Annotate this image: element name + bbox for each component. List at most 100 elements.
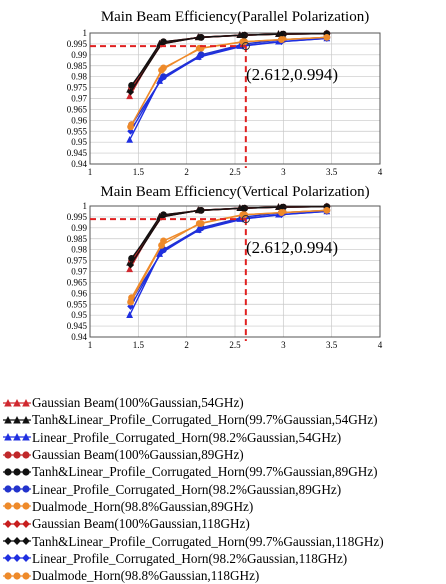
data-point: [126, 311, 134, 318]
chart-title: Main Beam Efficiency(Vertical Polarizati…: [100, 184, 369, 200]
data-point: [195, 33, 203, 41]
y-tick-label: 0.995: [67, 212, 88, 222]
annotation-label: (2.612,0.994): [246, 238, 338, 257]
figure: Main Beam Efficiency(Parallel Polarizati…: [67, 9, 383, 350]
data-point: [158, 248, 165, 256]
y-tick-label: 0.945: [67, 321, 88, 331]
legend-label: Tanh&Linear_Profile_Corrugated_Horn(99.7…: [32, 464, 378, 480]
legend-label: Gaussian Beam(100%Gaussian,118GHz): [32, 516, 250, 532]
y-tick-label: 0.945: [67, 148, 88, 158]
legend-item: Gaussian Beam(100%Gaussian,118GHz): [2, 515, 446, 532]
legend-item: Tanh&Linear_Profile_Corrugated_Horn(99.7…: [2, 532, 446, 549]
data-point: [195, 226, 203, 234]
data-point: [239, 204, 247, 212]
legend-item: Tanh&Linear_Profile_Corrugated_Horn(99.7…: [2, 411, 446, 428]
circle-marker-icon: [3, 468, 31, 476]
legend-item: Linear_Profile_Corrugated_Horn(98.2%Gaus…: [2, 480, 446, 497]
legend-item: Tanh&Linear_Profile_Corrugated_Horn(99.7…: [2, 463, 446, 480]
legend-item: Linear_Profile_Corrugated_Horn(98.2%Gaus…: [2, 429, 446, 446]
data-point: [127, 123, 134, 131]
data-point: [158, 66, 165, 74]
data-point: [278, 36, 285, 43]
x-tick-label: 3: [281, 340, 286, 350]
x-tick-label: 4: [378, 340, 383, 350]
x-tick-label: 2: [184, 340, 189, 350]
y-tick-label: 0.97: [71, 94, 87, 104]
y-tick-label: 0.95: [71, 310, 87, 320]
plot-area: [89, 205, 381, 338]
y-tick-label: 1: [83, 201, 88, 211]
y-tick-label: 0.975: [67, 83, 88, 93]
data-point: [127, 261, 134, 269]
data-point: [195, 206, 203, 214]
y-tick-label: 0.94: [71, 159, 87, 169]
data-point: [323, 33, 331, 41]
data-point: [278, 30, 285, 38]
legend-item: Gaussian Beam(100%Gaussian,89GHz): [2, 446, 446, 463]
series-line: [129, 210, 327, 316]
data-point: [239, 31, 247, 39]
x-tick-label: 1.5: [133, 340, 145, 350]
data-point: [195, 220, 203, 227]
x-tick-label: 2.5: [229, 340, 241, 350]
diamond-marker-icon: [3, 554, 31, 563]
data-point: [156, 250, 163, 257]
legend-item: Dualmode_Horn(98.8%Gaussian,118GHz): [2, 567, 446, 584]
data-point: [158, 75, 165, 83]
diamond-marker-icon: [3, 519, 31, 528]
plot-area: [89, 32, 381, 165]
y-tick-label: 0.995: [67, 39, 88, 49]
y-tick-label: 0.975: [67, 256, 88, 266]
data-point: [126, 135, 134, 143]
y-tick-label: 0.99: [71, 50, 87, 60]
data-point: [127, 298, 134, 306]
data-point: [127, 88, 134, 96]
data-point: [239, 38, 247, 46]
data-point: [195, 53, 203, 61]
legend-label: Gaussian Beam(100%Gaussian,89GHz): [32, 447, 244, 463]
legend-item: Linear_Profile_Corrugated_Horn(98.2%Gaus…: [2, 550, 446, 567]
circle-marker-icon: [3, 450, 31, 459]
legend-label: Linear_Profile_Corrugated_Horn(98.2%Gaus…: [32, 481, 342, 497]
y-tick-label: 0.99: [71, 223, 87, 233]
y-tick-label: 0.985: [67, 234, 88, 244]
x-tick-label: 2: [184, 167, 189, 177]
data-point: [278, 209, 285, 216]
data-point: [158, 241, 165, 249]
y-tick-label: 0.965: [67, 277, 88, 287]
legend-label: Linear_Profile_Corrugated_Horn(98.2%Gaus…: [32, 550, 348, 566]
x-tick-label: 3.5: [326, 167, 338, 177]
x-tick-label: 3: [281, 167, 286, 177]
diamond-marker-icon: [3, 537, 31, 546]
data-point: [126, 265, 134, 273]
x-tick-label: 1: [88, 340, 93, 350]
legend-label: Linear_Profile_Corrugated_Horn(98.2%Gaus…: [32, 429, 342, 445]
series-line: [129, 210, 327, 307]
y-tick-label: 0.94: [71, 332, 87, 342]
y-tick-label: 1: [83, 28, 88, 38]
y-tick-label: 0.98: [71, 72, 87, 82]
series-line: [129, 37, 327, 132]
reference-point: [241, 42, 250, 51]
data-point: [278, 203, 285, 211]
circle-marker-icon: [3, 572, 31, 580]
annotation-label: (2.612,0.994): [246, 65, 338, 84]
series-line: [129, 36, 327, 128]
legend-label: Dualmode_Horn(98.8%Gaussian,118GHz): [32, 568, 260, 584]
legend-item: Dualmode_Horn(98.8%Gaussian,89GHz): [2, 498, 446, 515]
series-line: [130, 32, 327, 93]
y-tick-label: 0.955: [67, 299, 88, 309]
x-tick-label: 2.5: [229, 167, 241, 177]
x-tick-label: 4: [378, 167, 383, 177]
y-tick-label: 0.98: [71, 245, 87, 255]
series-line: [130, 205, 327, 266]
chart-title: Main Beam Efficiency(Parallel Polarizati…: [101, 9, 369, 25]
legend-label: Tanh&Linear_Profile_Corrugated_Horn(99.7…: [32, 533, 384, 549]
y-tick-label: 0.965: [67, 104, 88, 114]
triangle-marker-icon: [3, 415, 31, 424]
data-point: [323, 206, 331, 214]
x-tick-label: 3.5: [326, 340, 338, 350]
legend: Gaussian Beam(100%Gaussian,54GHz) Tanh&Li…: [2, 394, 446, 584]
triangle-marker-icon: [3, 433, 31, 441]
triangle-marker-icon: [3, 398, 31, 407]
